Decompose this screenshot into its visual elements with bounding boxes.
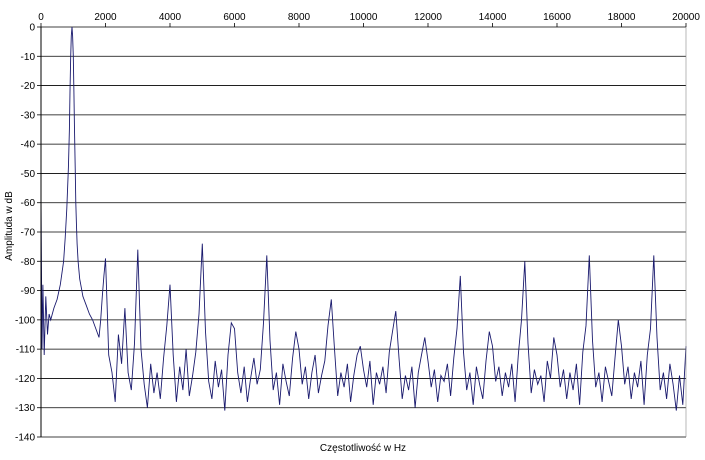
x-tick-label: 6000	[223, 12, 246, 23]
y-axis-title: Amplituda w dB	[4, 191, 15, 261]
y-tick-label: -30	[21, 110, 36, 121]
x-tick-label: 12000	[414, 12, 442, 23]
y-tick-label: -100	[15, 315, 35, 326]
y-tick-label: -10	[21, 52, 36, 63]
x-tick-label: 16000	[543, 12, 571, 23]
x-tick-label: 4000	[159, 12, 182, 23]
x-tick-label: 8000	[288, 12, 311, 23]
series-line	[40, 26, 687, 411]
x-tick-labels: 0 2000 4000 6000 8000 10000 12000 14000 16000 180…	[38, 12, 700, 23]
x-tick-label: 18000	[608, 12, 636, 23]
grid-lines	[41, 26, 686, 438]
y-tick-label: -50	[21, 169, 36, 180]
y-tick-label: -40	[21, 140, 36, 151]
y-tick-label: -60	[21, 198, 36, 209]
y-tick-label: -20	[21, 81, 36, 92]
x-tick-label: 0	[38, 12, 44, 23]
y-tick-label: 0	[29, 23, 35, 34]
y-tick-label: -110	[16, 345, 36, 356]
x-axis-title: Częstotliwość w Hz	[320, 443, 406, 454]
y-tick-label: -130	[15, 403, 35, 414]
y-tick-labels: 0 -10 -20 -30 -40 -50 -60 -70 -80 -90 -100 -110 -120…	[15, 23, 35, 444]
y-tick-label: -70	[21, 228, 36, 239]
axes	[37, 23, 687, 438]
series-layer	[40, 26, 687, 411]
x-tick-label: 20000	[672, 12, 700, 23]
y-tick-label: -140	[15, 433, 35, 444]
y-tick-label: -120	[15, 374, 35, 385]
y-tick-label: -90	[21, 286, 36, 297]
x-tick-label: 10000	[350, 12, 378, 23]
x-tick-label: 14000	[479, 12, 507, 23]
y-tick-label: -80	[21, 257, 36, 268]
x-tick-label: 2000	[94, 12, 117, 23]
